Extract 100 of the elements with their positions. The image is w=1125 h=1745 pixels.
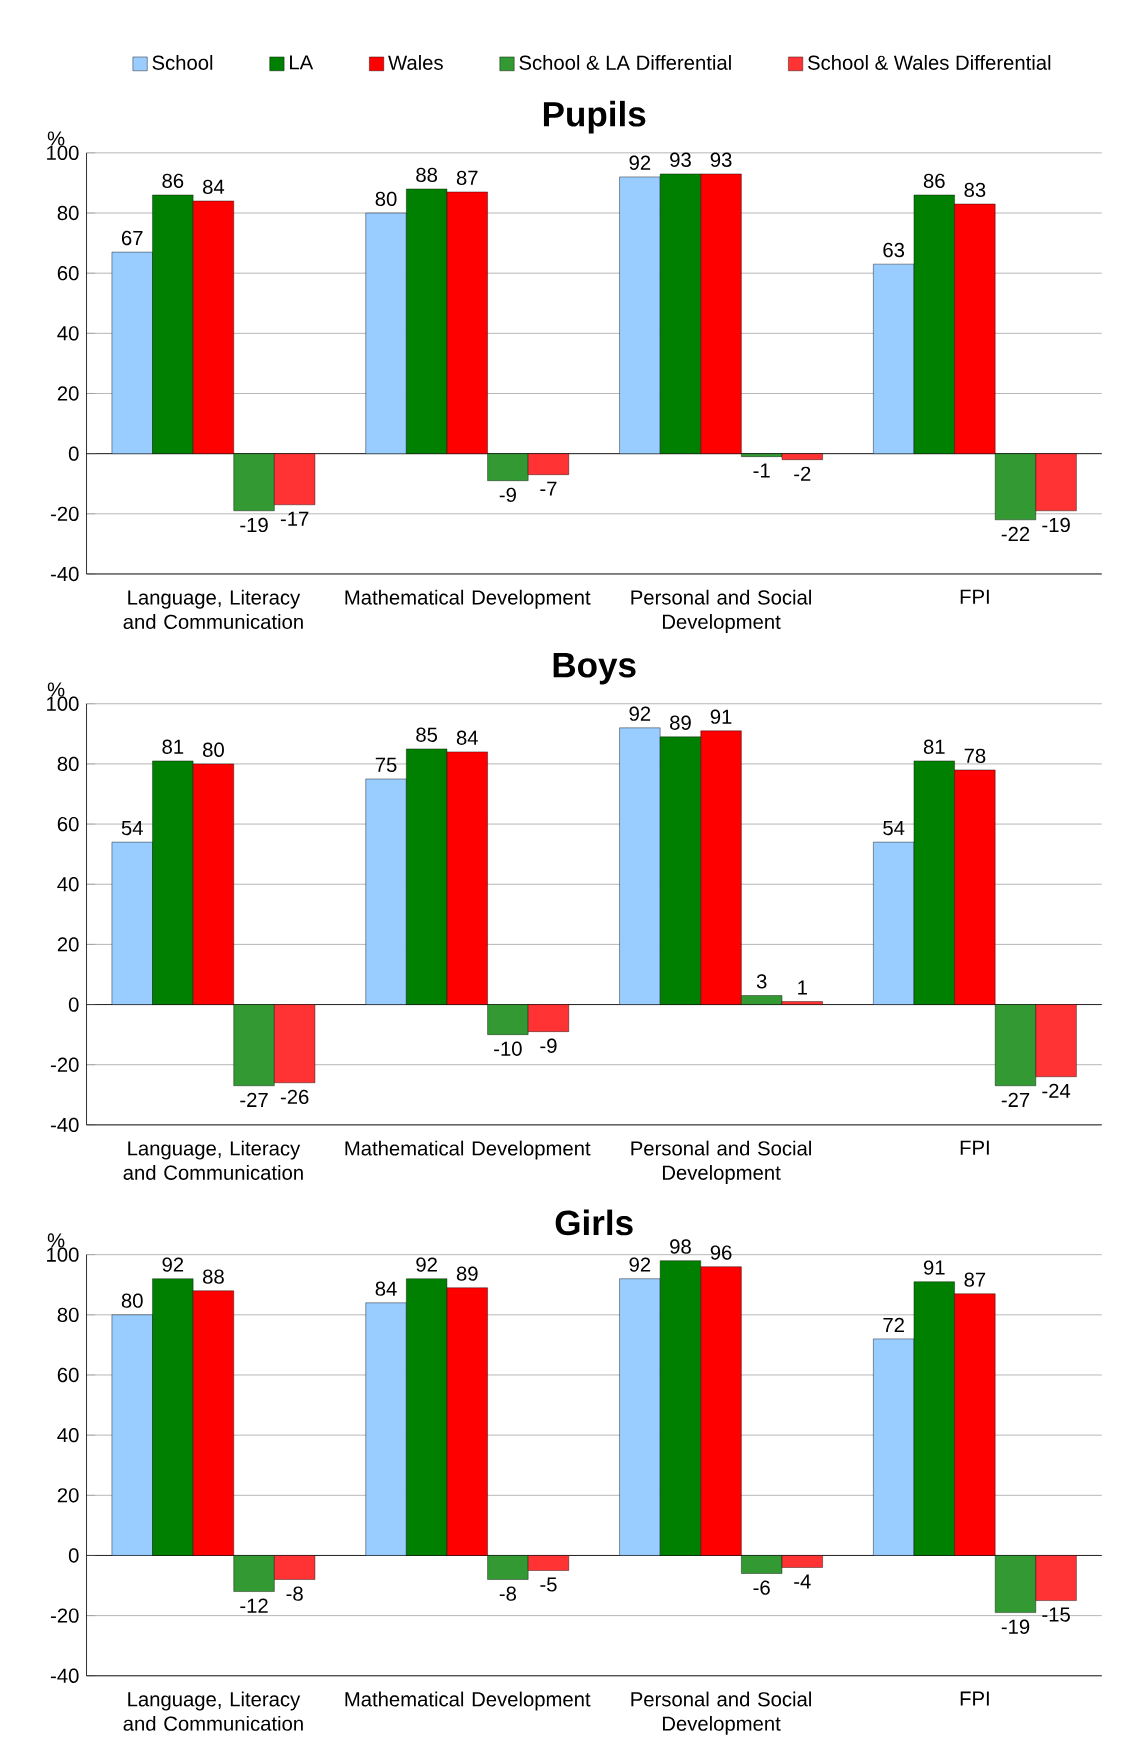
y-tick-label: 80 xyxy=(57,205,79,221)
data-label: 98 xyxy=(670,1239,691,1254)
data-label: 87 xyxy=(964,1272,986,1287)
x-tick-label: FPI xyxy=(960,1691,989,1706)
data-label: -26 xyxy=(280,1089,309,1105)
data-label: 75 xyxy=(375,757,397,772)
x-tick-label: Mathematical Development xyxy=(345,589,591,609)
x-tick-label: Language, Literacy and Communication xyxy=(123,1140,303,1180)
y-tick-label: 0 xyxy=(68,997,79,1012)
y-axis-title: % xyxy=(47,682,65,697)
data-label: -1 xyxy=(753,463,770,478)
data-label: 85 xyxy=(416,727,438,742)
data-label: -19 xyxy=(240,517,268,533)
legend-label: LA xyxy=(290,55,314,70)
data-label: 63 xyxy=(883,242,905,258)
data-label: -4 xyxy=(794,1574,811,1589)
data-label: -19 xyxy=(1001,1619,1030,1634)
data-label: -8 xyxy=(286,1586,303,1601)
y-tick-label: 60 xyxy=(57,1367,79,1383)
data-label: 80 xyxy=(121,1293,143,1308)
y-tick-label: 100 xyxy=(47,145,79,161)
data-label: -17 xyxy=(280,511,309,526)
data-label: 86 xyxy=(923,173,945,188)
data-label: -15 xyxy=(1042,1607,1070,1622)
y-axis-title: % xyxy=(47,131,65,146)
data-label: 88 xyxy=(416,167,438,182)
x-tick-label: FPI xyxy=(960,589,989,604)
data-label: -9 xyxy=(540,1038,557,1053)
legend-label: School & Wales Differential xyxy=(808,55,1051,70)
data-label: -8 xyxy=(499,1586,517,1601)
y-tick-label: 80 xyxy=(57,756,79,772)
data-label: 54 xyxy=(883,821,905,836)
data-label: 84 xyxy=(456,730,478,745)
data-label: 81 xyxy=(162,739,184,754)
data-label: 54 xyxy=(121,821,143,836)
data-label: 92 xyxy=(416,1257,437,1272)
chart-title: Boys xyxy=(553,653,636,685)
y-tick-label: -40 xyxy=(51,566,79,582)
x-tick-label: Personal and Social Development xyxy=(631,1140,812,1184)
data-label: 83 xyxy=(964,182,986,198)
data-label: -10 xyxy=(494,1041,522,1056)
data-label: 80 xyxy=(375,191,397,207)
y-tick-label: 80 xyxy=(57,1307,79,1322)
data-label: 91 xyxy=(924,1260,945,1275)
y-tick-label: 20 xyxy=(57,386,79,401)
data-label: 84 xyxy=(375,1281,397,1296)
data-label: 93 xyxy=(710,152,732,167)
data-label: -22 xyxy=(1001,526,1030,541)
y-tick-label: -20 xyxy=(51,1608,79,1623)
legend-label: Wales xyxy=(388,55,443,70)
data-label: 86 xyxy=(162,173,184,188)
y-axis-title: % xyxy=(47,1233,65,1248)
data-label: 89 xyxy=(456,1266,478,1281)
data-label: 80 xyxy=(203,742,224,757)
data-label: 92 xyxy=(629,706,651,721)
data-label: 92 xyxy=(629,1257,651,1272)
data-label: 3 xyxy=(756,974,767,989)
y-tick-label: 20 xyxy=(57,1488,79,1503)
x-tick-label: Language, Literacy and Communication xyxy=(123,1691,303,1731)
chart-title: Pupils xyxy=(544,100,646,134)
data-label: 88 xyxy=(203,1269,224,1284)
y-tick-label: -20 xyxy=(51,1057,79,1072)
y-tick-label: 60 xyxy=(57,816,79,832)
data-label: -6 xyxy=(753,1580,770,1595)
data-label: 67 xyxy=(122,230,143,246)
legend-label: School xyxy=(152,55,213,70)
y-tick-label: 0 xyxy=(68,446,79,461)
x-tick-label: Personal and Social Development xyxy=(631,589,812,633)
x-tick-label: Personal and Social Development xyxy=(631,1691,812,1735)
data-label: -27 xyxy=(240,1092,268,1107)
data-label: 81 xyxy=(923,739,945,754)
x-tick-label: Mathematical Development xyxy=(345,1691,591,1711)
x-tick-label: Mathematical Development xyxy=(345,1140,591,1160)
y-tick-label: 100 xyxy=(47,696,79,711)
legend-label: School & LA Differential xyxy=(519,55,731,70)
y-tick-label: -40 xyxy=(51,1117,79,1133)
y-tick-label: 60 xyxy=(57,266,79,281)
data-label: -5 xyxy=(540,1577,557,1592)
data-label: -2 xyxy=(794,466,811,481)
y-tick-label: -40 xyxy=(51,1668,79,1683)
data-label: -24 xyxy=(1042,1083,1071,1098)
x-tick-label: Language, Literacy and Communication xyxy=(123,589,303,629)
data-label: 1 xyxy=(798,980,808,995)
data-label: 91 xyxy=(710,709,732,724)
data-label: 89 xyxy=(670,715,691,730)
y-tick-label: 100 xyxy=(47,1247,79,1262)
y-tick-label: 40 xyxy=(57,877,79,892)
data-label: -12 xyxy=(240,1598,268,1613)
data-label: 92 xyxy=(629,155,651,170)
data-label: -7 xyxy=(540,481,557,496)
x-tick-label: FPI xyxy=(960,1140,989,1155)
data-label: 96 xyxy=(710,1245,732,1260)
data-label: -9 xyxy=(499,487,516,503)
y-tick-label: 40 xyxy=(57,1427,79,1443)
data-label: 92 xyxy=(162,1257,184,1272)
chart-title: Girls xyxy=(555,1209,633,1236)
data-label: 78 xyxy=(964,748,986,763)
data-label: 84 xyxy=(203,179,225,195)
data-label: -19 xyxy=(1042,517,1070,533)
y-tick-label: 40 xyxy=(57,326,79,341)
